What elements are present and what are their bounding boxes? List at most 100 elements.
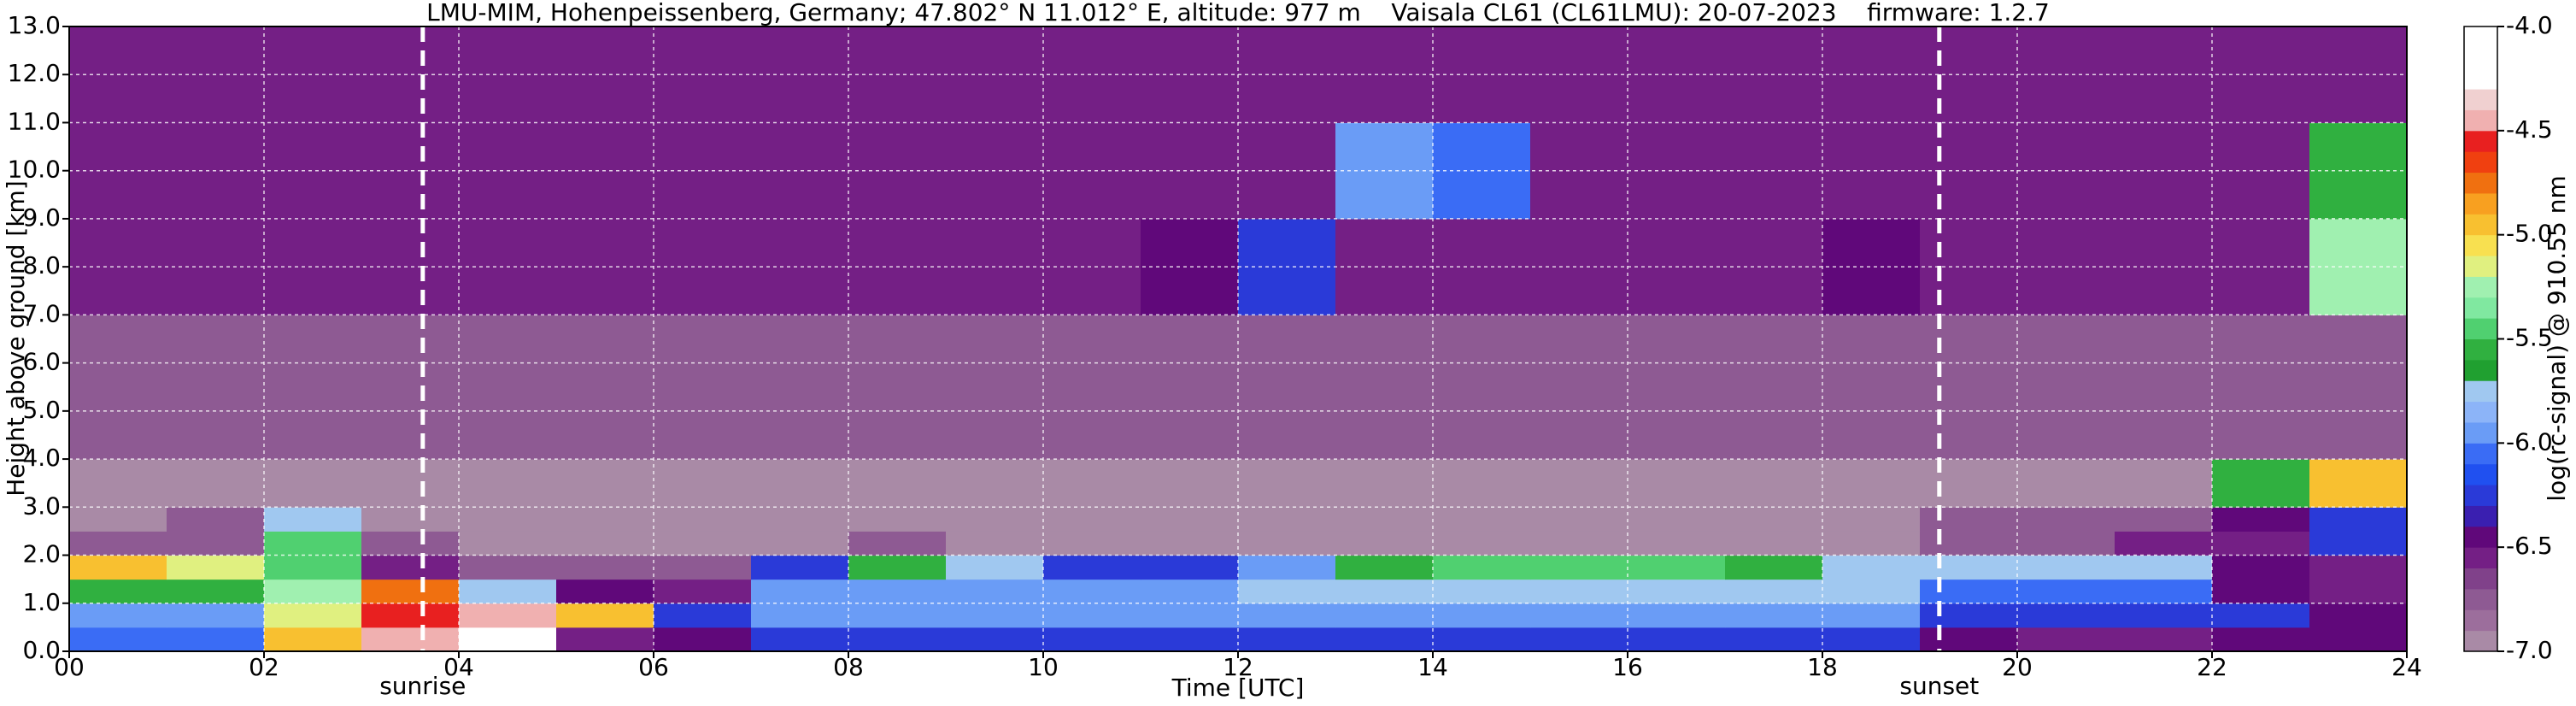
heatmap-cell	[2017, 531, 2115, 556]
heatmap-cell	[2017, 410, 2115, 460]
heatmap-cell	[1238, 603, 1336, 628]
heatmap-cell	[2309, 627, 2408, 652]
colorbar-swatch	[2464, 526, 2497, 548]
heatmap-cell	[946, 579, 1044, 604]
y-tick-label: 8.0	[22, 251, 61, 279]
y-tick-label: 0.0	[22, 636, 61, 664]
heatmap-cell	[264, 507, 362, 532]
heatmap-cell	[1335, 459, 1434, 508]
x-tick-label: 10	[1028, 653, 1059, 681]
heatmap-cell	[946, 531, 1044, 556]
heatmap-cell	[459, 579, 557, 604]
heatmap-cell	[69, 459, 167, 508]
heatmap-cell	[1238, 531, 1336, 556]
heatmap-cell	[2309, 26, 2408, 123]
heatmap-cell	[1043, 603, 1141, 628]
heatmap-cell	[1920, 507, 2018, 532]
heatmap-cell	[1725, 627, 1823, 652]
heatmap-cell	[2309, 459, 2408, 508]
heatmap-cell	[1822, 627, 1921, 652]
heatmap-cell	[848, 507, 947, 532]
colorbar-swatch	[2464, 485, 2497, 506]
heatmap-cell	[2212, 122, 2310, 220]
x-tick-label: 16	[1612, 653, 1643, 681]
heatmap-cell	[1920, 315, 2018, 412]
heatmap-cell	[1530, 579, 1628, 604]
heatmap-cell	[1822, 459, 1921, 508]
heatmap-cell	[556, 507, 654, 532]
heatmap-cell	[2212, 531, 2310, 556]
heatmap-cell	[1141, 579, 1239, 604]
heatmap-cell	[1920, 603, 2018, 628]
heatmap-cell	[361, 627, 460, 652]
heatmap-cell	[654, 410, 752, 460]
colorbar-swatch	[2464, 505, 2497, 527]
heatmap-cell	[2115, 603, 2213, 628]
heatmap-cell	[361, 315, 460, 412]
heatmap-cell	[1530, 555, 1628, 580]
heatmap-cell	[69, 410, 167, 460]
heatmap-cell	[2115, 531, 2213, 556]
heatmap-cell	[1433, 603, 1531, 628]
heatmap-cell	[459, 603, 557, 628]
heatmap-cell	[1530, 627, 1628, 652]
heatmap-cell	[751, 555, 849, 580]
colorbar-swatch	[2464, 151, 2497, 174]
y-tick-label: 4.0	[22, 444, 61, 472]
heatmap-cell	[167, 507, 265, 532]
heatmap-cell	[1530, 122, 1628, 220]
heatmap-cell	[69, 603, 167, 628]
heatmap-cell	[1141, 627, 1239, 652]
heatmap-cell	[1043, 531, 1141, 556]
colorbar-swatch	[2464, 47, 2497, 69]
colorbar-swatch	[2464, 609, 2497, 632]
x-tick-label: 00	[54, 653, 85, 681]
heatmap-cell	[654, 555, 752, 580]
heatmap-cell	[1043, 579, 1141, 604]
heatmap-cell	[1822, 122, 1921, 220]
heatmap-cell	[2017, 507, 2115, 532]
heatmap-cell	[1335, 507, 1434, 532]
colorbar-swatch	[2464, 130, 2497, 152]
heatmap-cell	[1530, 459, 1628, 508]
heatmap-cell	[264, 218, 362, 315]
heatmap-cell	[459, 555, 557, 580]
heatmap-cell	[1238, 459, 1336, 508]
heatmap-cell	[264, 555, 362, 580]
heatmap-cell	[361, 579, 460, 604]
heatmap-cell	[848, 459, 947, 508]
heatmap-cell	[69, 531, 167, 556]
heatmap-cell	[1043, 218, 1141, 315]
y-axis-label: Height above ground [km]	[2, 180, 30, 497]
heatmap-cell	[2309, 315, 2408, 412]
colorbar-swatch	[2464, 109, 2497, 132]
heatmap-cell	[2115, 410, 2213, 460]
heatmap-cell	[1043, 410, 1141, 460]
heatmap-cell	[264, 459, 362, 508]
heatmap-cell	[1725, 579, 1823, 604]
colorbar-swatch	[2464, 318, 2497, 339]
heatmap-cell	[1238, 579, 1336, 604]
heatmap-cell	[2309, 531, 2408, 556]
heatmap-cell	[1725, 531, 1823, 556]
heatmap-cell	[2212, 26, 2310, 123]
heatmap-cell	[2309, 218, 2408, 315]
y-tick-label: 10.0	[8, 156, 61, 184]
colorbar-swatch	[2464, 338, 2497, 361]
heatmap-cell	[361, 603, 460, 628]
heatmap-cell	[361, 122, 460, 220]
colorbar-swatch	[2464, 443, 2497, 465]
heatmap-cell	[751, 627, 849, 652]
colorbar-label: log(rc-signal) @ 910.55 nm	[2543, 175, 2571, 501]
annotation-label: sunrise	[379, 672, 466, 700]
colorbar-tick-label: -4.5	[2506, 115, 2553, 144]
heatmap-cell	[1141, 410, 1239, 460]
heatmap-cell	[1433, 627, 1531, 652]
heatmap-cell	[2115, 459, 2213, 508]
chart-title: LMU-MIM, Hohenpeissenberg, Germany; 47.8…	[426, 0, 2050, 26]
heatmap-cell	[1433, 122, 1531, 220]
y-tick-label: 6.0	[22, 348, 61, 376]
heatmap-cell	[2309, 122, 2408, 220]
heatmap-cell	[2309, 555, 2408, 580]
heatmap-cell	[1043, 627, 1141, 652]
